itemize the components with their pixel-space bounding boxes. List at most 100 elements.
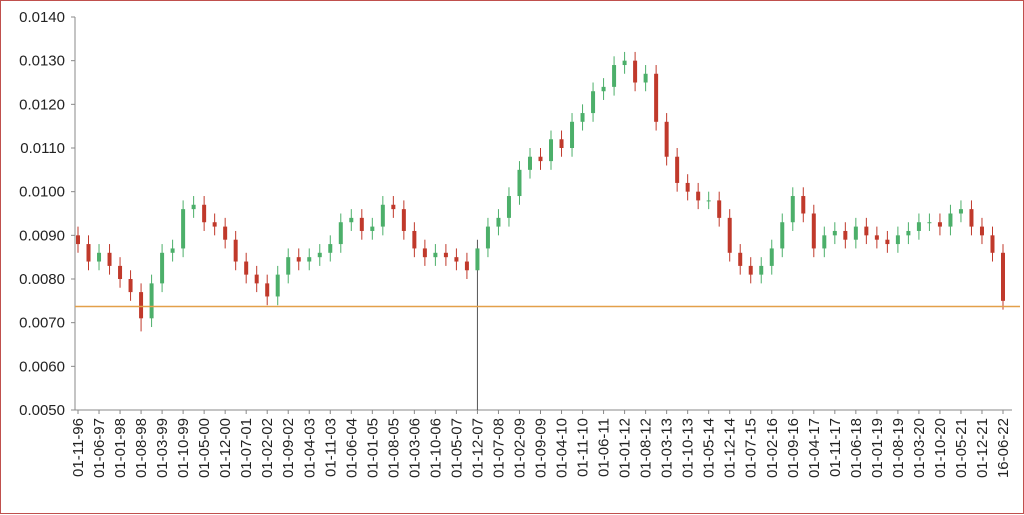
- candle-body: [275, 274, 280, 297]
- x-tick-label: 01-07-08: [490, 418, 507, 478]
- x-tick-label: 01-02-16: [764, 418, 781, 478]
- candle-body: [139, 292, 144, 319]
- candle-body: [727, 217, 732, 253]
- candle-body: [359, 217, 364, 231]
- candle-body: [349, 217, 354, 223]
- candle-body: [916, 222, 921, 231]
- x-tick-label: 01-11-10: [575, 418, 592, 477]
- candle-body: [191, 204, 196, 210]
- candle-body: [958, 209, 963, 214]
- candle-body: [212, 222, 217, 227]
- x-tick-label: 01-05-14: [701, 418, 718, 478]
- candle-body: [380, 204, 385, 227]
- y-tick-label: 0.0130: [19, 53, 65, 70]
- candle-body: [685, 182, 690, 192]
- x-tick-label: 01-08-19: [890, 418, 907, 478]
- y-tick-label: 0.0080: [19, 271, 65, 288]
- candle-body: [107, 252, 112, 266]
- x-tick-label: 01-10-99: [175, 418, 192, 478]
- candle-body: [990, 235, 995, 253]
- candle-body: [223, 226, 228, 240]
- x-tick-label: 01-09-09: [533, 418, 550, 478]
- candle-body: [506, 196, 511, 218]
- x-tick-label: 01-06-11: [596, 418, 613, 477]
- candle-body: [538, 156, 543, 162]
- candle-body: [780, 222, 785, 249]
- y-tick-label: 0.0120: [19, 96, 65, 113]
- x-tick-label: 01-08-98: [133, 418, 150, 478]
- candle-body: [937, 222, 942, 227]
- candle-body: [412, 230, 417, 249]
- candle-body: [853, 226, 858, 240]
- candle-body: [549, 139, 554, 162]
- x-tick-label: 01-02-09: [511, 418, 528, 478]
- y-tick-label: 0.0100: [19, 184, 65, 201]
- candle-body: [443, 252, 448, 258]
- y-tick-label: 0.0110: [20, 140, 65, 157]
- candle-body: [181, 209, 186, 249]
- candle-body: [370, 226, 375, 231]
- candle-body: [811, 213, 816, 249]
- y-tick-label: 0.0050: [19, 402, 65, 419]
- candle-body: [622, 60, 627, 66]
- candle-body: [149, 283, 154, 319]
- x-tick-label: 01-01-19: [869, 418, 886, 478]
- candle-body: [612, 65, 617, 87]
- candle-body: [570, 121, 575, 148]
- y-tick-label: 0.0070: [19, 315, 65, 332]
- candle-body: [233, 239, 238, 262]
- candle-body: [454, 257, 459, 262]
- x-tick-label: 01-04-10: [554, 418, 571, 478]
- x-tick-label: 01-12-07: [469, 418, 486, 478]
- candle-body: [885, 239, 890, 245]
- x-tick-label: 01-05-21: [953, 418, 970, 478]
- candle-body: [696, 191, 701, 201]
- candle-body: [1001, 252, 1005, 301]
- candle-body: [118, 265, 123, 279]
- x-tick-label: 01-03-20: [911, 418, 928, 478]
- candle-body: [296, 257, 301, 262]
- candle-body: [864, 226, 869, 236]
- x-tick-label: 01-01-98: [112, 418, 129, 478]
- candle-body: [517, 169, 522, 197]
- x-tick-label: 01-03-99: [154, 418, 171, 478]
- x-tick-label: 01-06-18: [848, 418, 865, 478]
- candle-body: [391, 204, 396, 210]
- candle-body: [643, 73, 648, 83]
- x-tick-label: 01-01-12: [617, 418, 634, 478]
- x-tick-label: 01-11-17: [827, 418, 844, 477]
- x-tick-label: 01-08-12: [638, 418, 655, 478]
- x-tick-label: 16-06-22: [995, 418, 1012, 478]
- candle-body: [160, 252, 165, 284]
- candle-body: [286, 257, 291, 275]
- candle-body: [76, 235, 80, 245]
- candle-body: [759, 265, 764, 275]
- x-tick-label: 01-03-13: [659, 418, 676, 478]
- candle-body: [769, 248, 774, 266]
- x-tick-label: 01-01-05: [364, 418, 381, 478]
- candle-body: [265, 283, 270, 297]
- candle-body: [979, 226, 984, 236]
- candle-body: [464, 261, 469, 271]
- candle-body: [86, 244, 91, 262]
- candle-body: [706, 200, 711, 202]
- x-tick-label: 01-12-21: [974, 418, 991, 478]
- x-tick-label: 01-05-00: [196, 418, 213, 478]
- x-tick-label: 01-06-04: [343, 418, 360, 478]
- x-tick-label: 01-03-06: [406, 418, 423, 478]
- x-tick-label: 01-10-20: [932, 418, 949, 478]
- candle-body: [874, 235, 879, 240]
- x-tick-label: 01-11-96: [70, 418, 87, 477]
- candle-body: [832, 230, 837, 236]
- candle-body: [401, 209, 406, 231]
- candle-body: [654, 73, 659, 122]
- candle-body: [170, 248, 175, 253]
- x-tick-label: 01-12-14: [722, 418, 739, 478]
- candle-body: [948, 213, 953, 227]
- candle-body: [843, 230, 848, 240]
- candle-body: [895, 235, 900, 245]
- candle-body: [591, 91, 596, 114]
- candle-body: [527, 156, 532, 170]
